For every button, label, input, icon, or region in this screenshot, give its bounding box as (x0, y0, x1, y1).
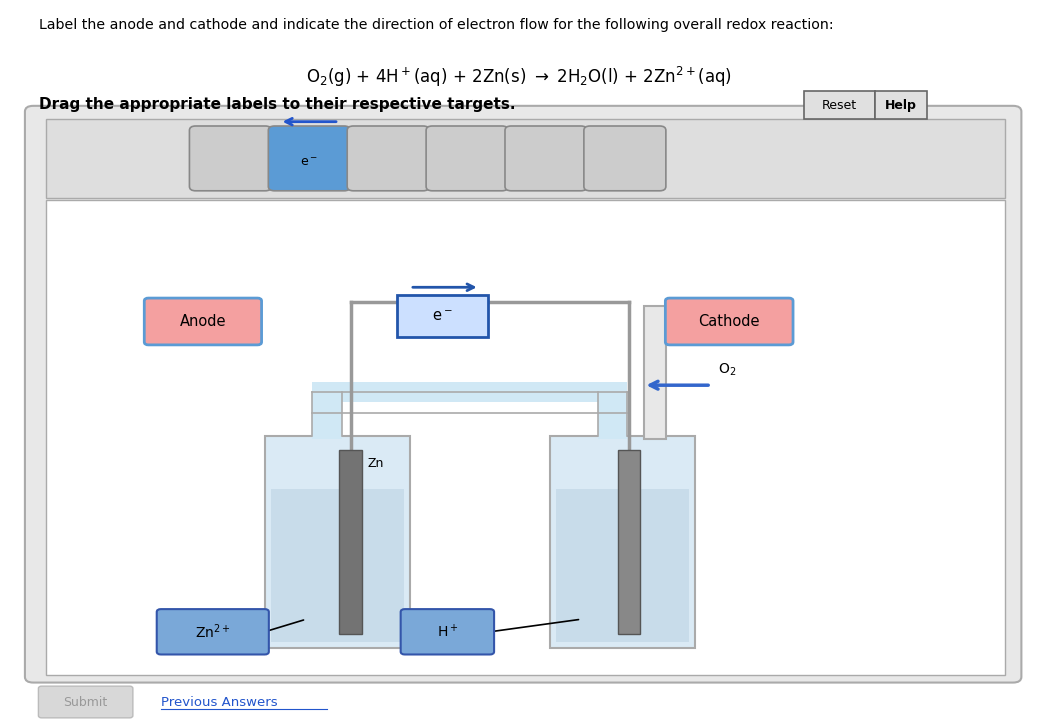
FancyBboxPatch shape (157, 609, 269, 654)
Bar (46, 200, 1005, 675)
Text: Help: Help (885, 99, 917, 112)
FancyBboxPatch shape (268, 126, 350, 191)
FancyBboxPatch shape (265, 436, 410, 648)
FancyBboxPatch shape (347, 126, 430, 191)
Text: Previous Answers: Previous Answers (161, 696, 277, 708)
Bar (271, 490, 404, 642)
Text: O$_2$: O$_2$ (718, 361, 737, 377)
Bar (556, 490, 689, 642)
Text: Zn: Zn (367, 457, 384, 470)
FancyBboxPatch shape (38, 686, 133, 718)
Text: e$^-$: e$^-$ (300, 156, 319, 168)
Text: e$^-$: e$^-$ (432, 309, 453, 323)
FancyBboxPatch shape (644, 306, 666, 439)
Text: Submit: Submit (63, 696, 108, 708)
FancyBboxPatch shape (144, 298, 262, 345)
Text: Cathode: Cathode (699, 314, 760, 329)
FancyBboxPatch shape (665, 298, 793, 345)
FancyBboxPatch shape (397, 295, 488, 337)
FancyBboxPatch shape (426, 126, 509, 191)
Text: Anode: Anode (180, 314, 226, 329)
Bar (46, 119, 1005, 198)
FancyBboxPatch shape (401, 609, 494, 654)
Text: H$^+$: H$^+$ (437, 623, 458, 641)
Text: Drag the appropriate labels to their respective targets.: Drag the appropriate labels to their res… (39, 97, 516, 112)
FancyBboxPatch shape (25, 106, 1021, 683)
Text: Label the anode and cathode and indicate the direction of electron flow for the : Label the anode and cathode and indicate… (39, 18, 835, 32)
Bar (312, 392, 342, 439)
FancyBboxPatch shape (583, 126, 666, 191)
Text: Reset: Reset (822, 99, 857, 112)
FancyBboxPatch shape (618, 450, 640, 634)
FancyBboxPatch shape (506, 126, 588, 191)
FancyBboxPatch shape (875, 91, 927, 119)
FancyBboxPatch shape (189, 126, 272, 191)
FancyBboxPatch shape (804, 91, 875, 119)
Text: O$_2$(g) + 4H$^+$(aq) + 2Zn(s) $\rightarrow$ 2H$_2$O(l) + 2Zn$^{2+}$(aq): O$_2$(g) + 4H$^+$(aq) + 2Zn(s) $\rightar… (306, 65, 732, 89)
Bar (598, 392, 627, 439)
Text: Zn$^{2+}$: Zn$^{2+}$ (195, 623, 230, 641)
FancyBboxPatch shape (550, 436, 695, 648)
FancyBboxPatch shape (339, 450, 362, 634)
Bar (312, 382, 627, 402)
